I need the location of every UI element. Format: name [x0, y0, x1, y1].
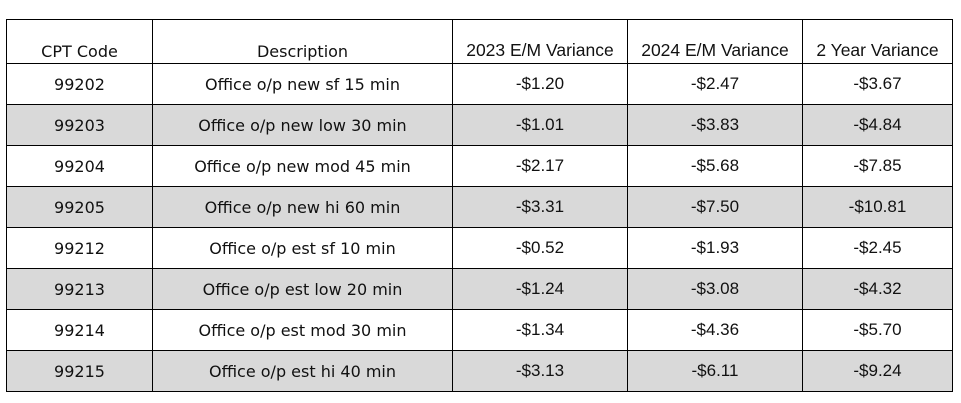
header-row: CPT Code Description 2023 E/M Variance 2…	[6, 19, 953, 64]
table-row: 99204 Office o/p new mod 45 min -$2.17 -…	[6, 145, 953, 187]
variance-2-year-cell: -$9.24	[802, 350, 953, 392]
cpt-code-cell: 99202	[6, 63, 153, 105]
variance-2023-cell: -$1.01	[452, 104, 628, 146]
variance-2024-cell: -$3.83	[627, 104, 803, 146]
variance-2024-cell: -$7.50	[627, 186, 803, 228]
table-row: 99202 Office o/p new sf 15 min -$1.20 -$…	[6, 63, 953, 105]
variance-2024-cell: -$6.11	[627, 350, 803, 392]
table-row: 99212 Office o/p est sf 10 min -$0.52 -$…	[6, 227, 953, 269]
table-row: 99205 Office o/p new hi 60 min -$3.31 -$…	[6, 186, 953, 228]
variance-2023-cell: -$0.52	[452, 227, 628, 269]
cpt-code-cell: 99204	[6, 145, 153, 187]
cpt-code-cell: 99205	[6, 186, 153, 228]
variance-2024-cell: -$4.36	[627, 309, 803, 351]
table-row: 99214 Office o/p est mod 30 min -$1.34 -…	[6, 309, 953, 351]
variance-2024-cell: -$5.68	[627, 145, 803, 187]
variance-2023-cell: -$3.13	[452, 350, 628, 392]
description-cell: Office o/p new sf 15 min	[152, 63, 453, 105]
variance-2-year-cell: -$10.81	[802, 186, 953, 228]
variance-2023-cell: -$2.17	[452, 145, 628, 187]
variance-2023-cell: -$1.20	[452, 63, 628, 105]
cpt-code-cell: 99215	[6, 350, 153, 392]
variance-table: CPT Code Description 2023 E/M Variance 2…	[6, 19, 953, 392]
table-row: 99215 Office o/p est hi 40 min -$3.13 -$…	[6, 350, 953, 392]
variance-2024-cell: -$1.93	[627, 227, 803, 269]
header-2024-variance: 2024 E/M Variance	[627, 19, 803, 64]
table-row: 99213 Office o/p est low 20 min -$1.24 -…	[6, 268, 953, 310]
table-row: 99203 Office o/p new low 30 min -$1.01 -…	[6, 104, 953, 146]
header-2-year-variance: 2 Year Variance	[802, 19, 953, 64]
cpt-code-cell: 99212	[6, 227, 153, 269]
variance-2024-cell: -$2.47	[627, 63, 803, 105]
description-cell: Office o/p est mod 30 min	[152, 309, 453, 351]
variance-2-year-cell: -$5.70	[802, 309, 953, 351]
variance-2023-cell: -$3.31	[452, 186, 628, 228]
cpt-code-cell: 99214	[6, 309, 153, 351]
header-description: Description	[152, 19, 453, 64]
description-cell: Office o/p est sf 10 min	[152, 227, 453, 269]
description-cell: Office o/p new mod 45 min	[152, 145, 453, 187]
cpt-code-cell: 99203	[6, 104, 153, 146]
description-cell: Office o/p est hi 40 min	[152, 350, 453, 392]
header-cpt-code: CPT Code	[6, 19, 153, 64]
variance-2023-cell: -$1.24	[452, 268, 628, 310]
variance-2-year-cell: -$2.45	[802, 227, 953, 269]
variance-2-year-cell: -$7.85	[802, 145, 953, 187]
description-cell: Office o/p est low 20 min	[152, 268, 453, 310]
variance-2024-cell: -$3.08	[627, 268, 803, 310]
description-cell: Office o/p new hi 60 min	[152, 186, 453, 228]
header-2023-variance: 2023 E/M Variance	[452, 19, 628, 64]
variance-2-year-cell: -$3.67	[802, 63, 953, 105]
variance-2-year-cell: -$4.32	[802, 268, 953, 310]
variance-2023-cell: -$1.34	[452, 309, 628, 351]
cpt-code-cell: 99213	[6, 268, 153, 310]
variance-2-year-cell: -$4.84	[802, 104, 953, 146]
description-cell: Office o/p new low 30 min	[152, 104, 453, 146]
